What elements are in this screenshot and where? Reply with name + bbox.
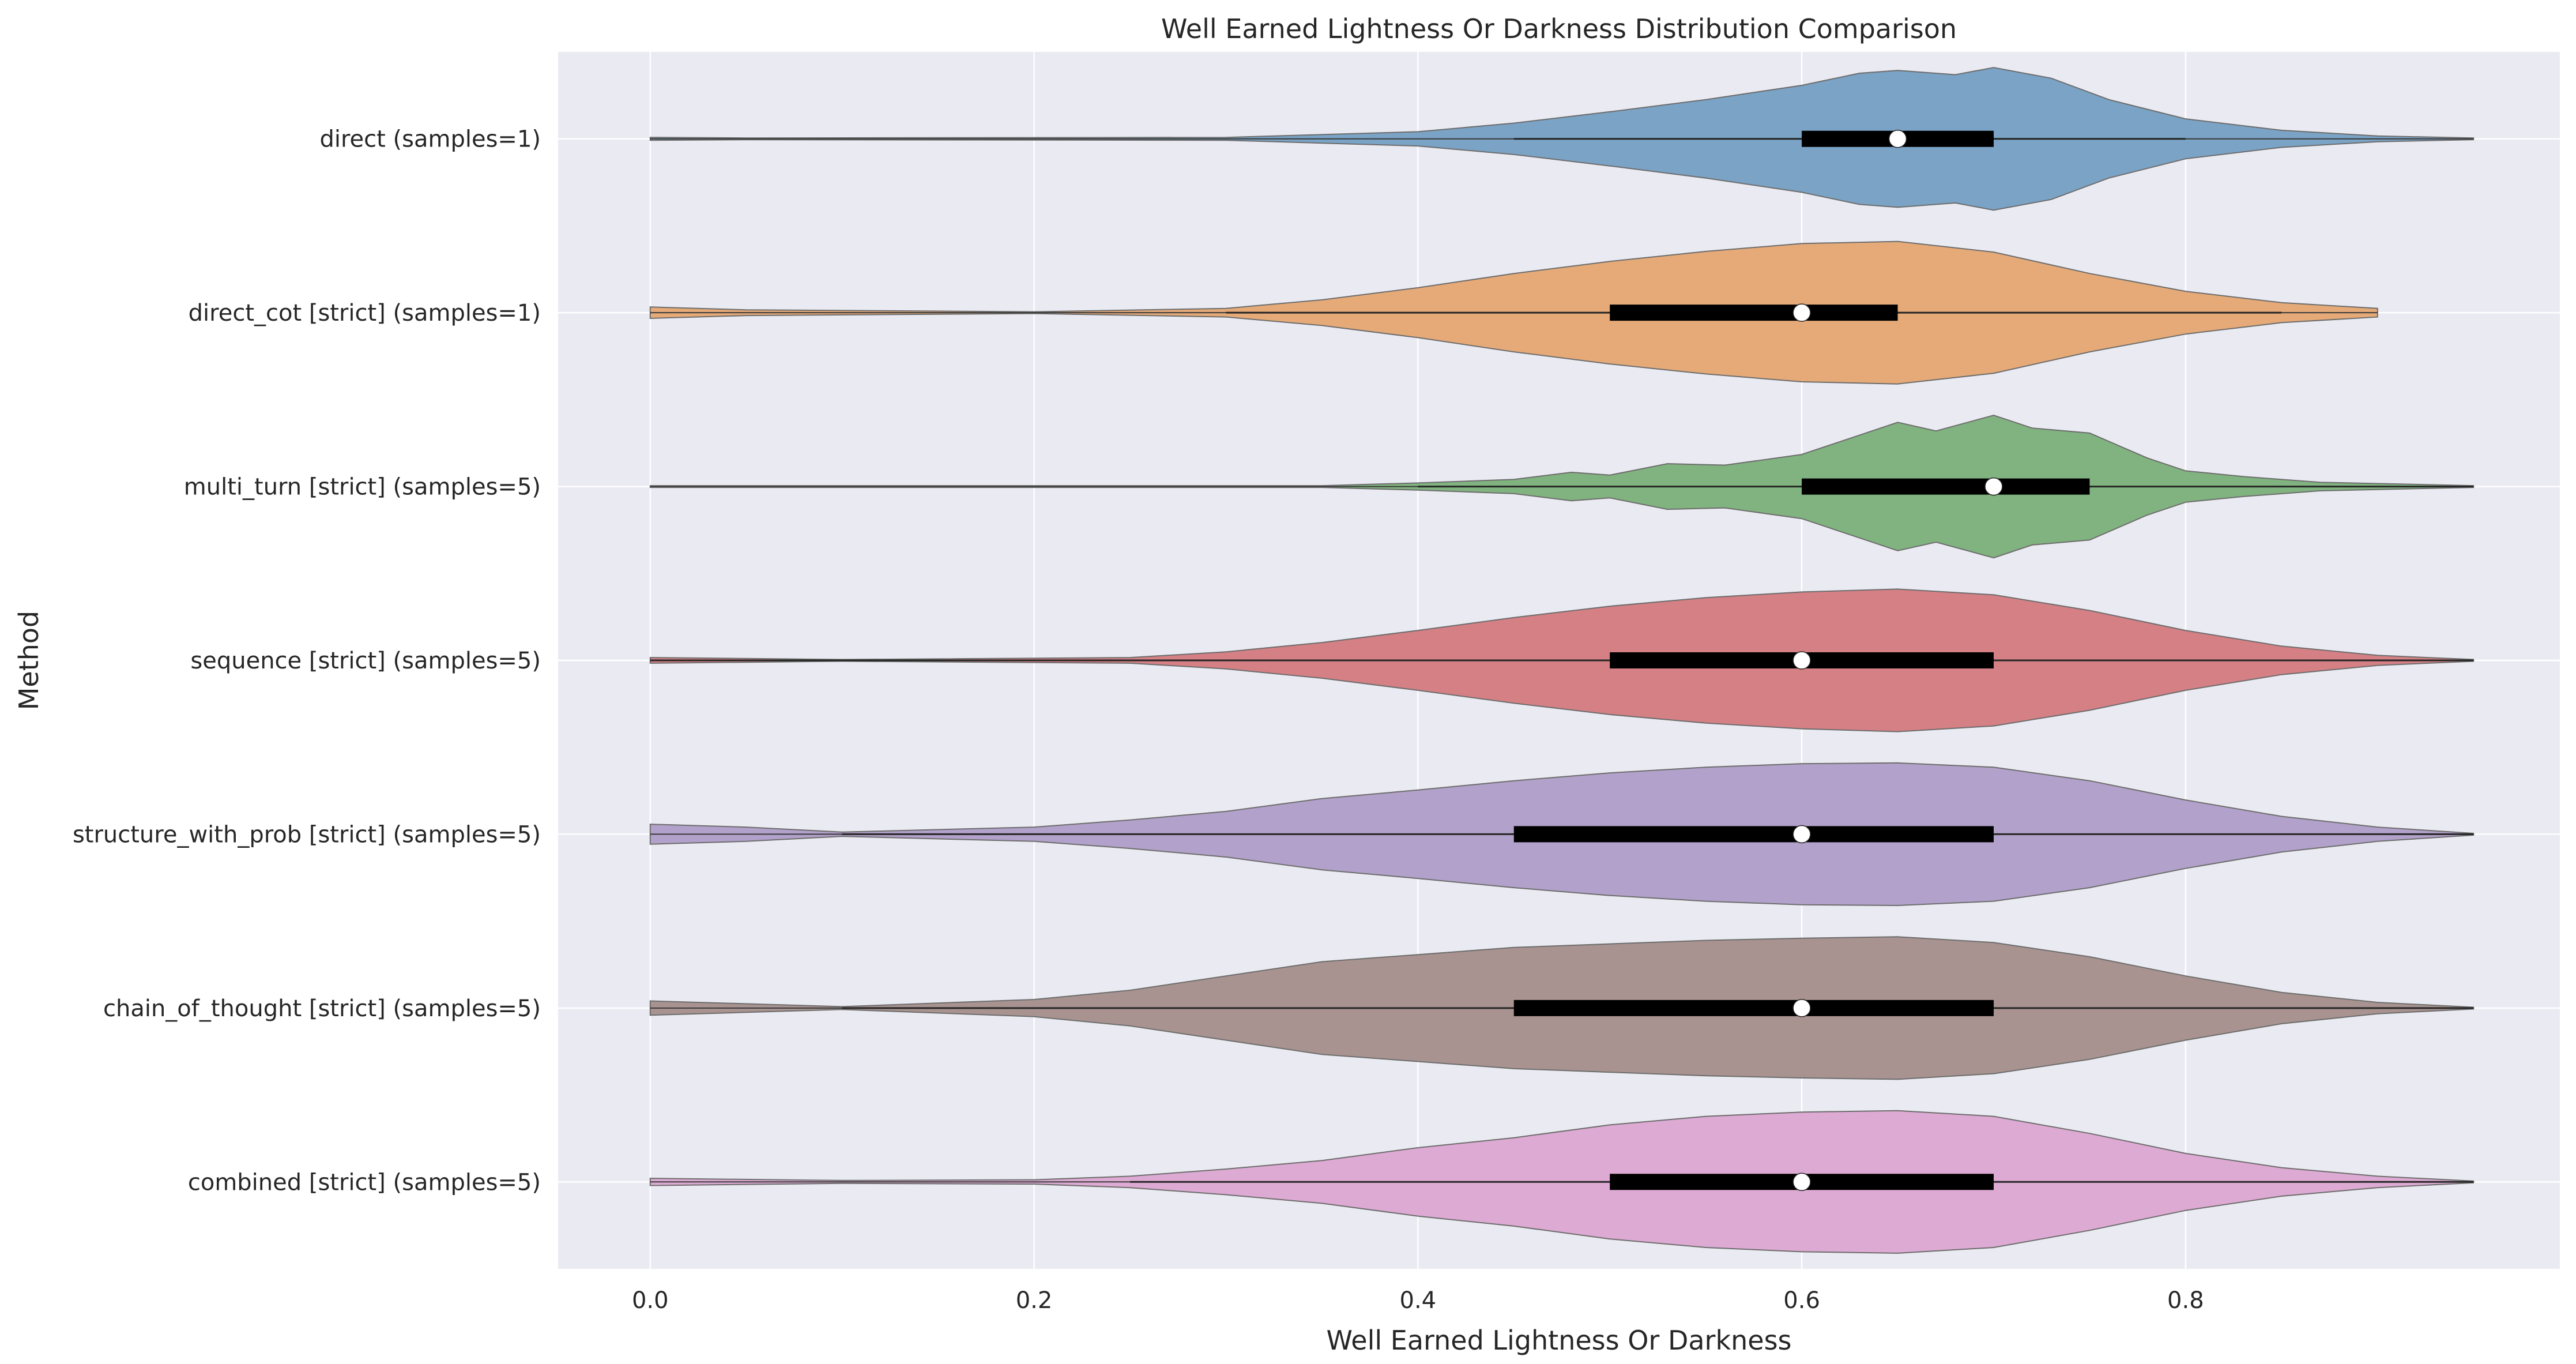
x-axis-label: Well Earned Lightness Or Darkness	[1327, 1325, 1792, 1356]
median-marker	[1792, 1173, 1811, 1192]
y-tick-label: chain_of_thought [strict] (samples=5)	[103, 995, 541, 1022]
y-tick-label: combined [strict] (samples=5)	[188, 1169, 541, 1196]
x-tick-label: 0.2	[1016, 1287, 1053, 1314]
median-marker	[1792, 651, 1811, 670]
median-marker	[1888, 129, 1907, 148]
x-tick-label: 0.0	[632, 1287, 669, 1314]
x-tick-label: 0.6	[1783, 1287, 1820, 1314]
y-tick-label: sequence [strict] (samples=5)	[190, 648, 541, 674]
x-tick-label: 0.8	[2167, 1287, 2204, 1314]
median-marker	[1792, 999, 1811, 1017]
x-tick-labels: 0.0 0.2 0.4 0.6 0.8	[632, 1287, 2204, 1314]
violins	[649, 67, 2475, 1254]
y-tick-label: direct_cot [strict] (samples=1)	[189, 300, 541, 326]
y-axis-label: Method	[13, 611, 44, 711]
median-marker	[1792, 825, 1811, 844]
median-marker	[1984, 477, 2003, 496]
chart-title: Well Earned Lightness Or Darkness Distri…	[1161, 13, 1957, 44]
y-tick-label: structure_with_prob [strict] (samples=5)	[73, 821, 541, 848]
median-marker	[1792, 303, 1811, 322]
y-tick-label: multi_turn [strict] (samples=5)	[184, 474, 541, 501]
y-tick-labels: direct (samples=1) direct_cot [strict] (s…	[73, 126, 541, 1196]
x-tick-label: 0.4	[1400, 1287, 1437, 1314]
y-tick-label: direct (samples=1)	[319, 126, 541, 153]
